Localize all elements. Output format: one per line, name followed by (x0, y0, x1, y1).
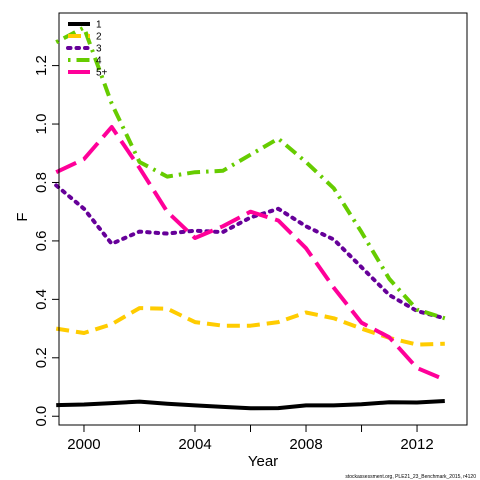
legend-label-4: 4 (96, 56, 102, 67)
y-tick-label: 0.2 (33, 347, 50, 368)
series-layer (54, 25, 447, 411)
series-line-3 (54, 183, 447, 321)
credit-text: stockassessment.org, PLE21_23_Benchmark_… (345, 474, 476, 480)
y-tick-label: 1.2 (33, 55, 50, 76)
x-axis-title: Year (248, 453, 278, 470)
y-axis: 0.0 0.2 0.4 0.6 0.8 1.0 1.2 (33, 55, 60, 427)
legend-label-2: 2 (96, 32, 102, 43)
y-axis-title: F (14, 212, 31, 221)
x-tick-label: 2004 (178, 436, 211, 453)
plot-frame (58, 12, 468, 426)
series-line-1 (56, 399, 445, 411)
y-tick-label: 0.4 (33, 289, 50, 310)
series-line-5 (55, 125, 446, 382)
x-tick-label: 2008 (289, 436, 322, 453)
x-tick-label: 2000 (67, 436, 100, 453)
y-tick-label: 1.0 (33, 114, 50, 135)
y-tick-label: 0.8 (33, 172, 50, 193)
y-tick-label: 0.0 (33, 406, 50, 427)
series-line-2 (55, 306, 445, 347)
x-tick-label: 2012 (400, 436, 433, 453)
series-line-4 (55, 25, 446, 321)
legend-label-5: 5+ (96, 68, 108, 79)
legend-label-1: 1 (96, 20, 102, 31)
x-axis: 2000 2004 2008 2012 (67, 424, 434, 453)
legend-label-3: 3 (96, 44, 102, 55)
y-tick-label: 0.6 (33, 230, 50, 251)
